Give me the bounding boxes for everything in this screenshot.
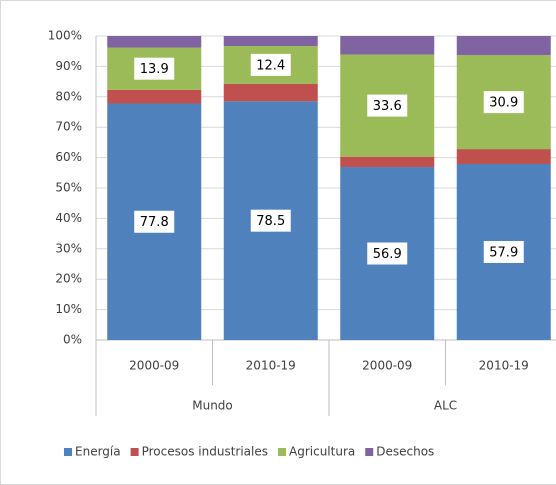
x-tick-label: 2000-09 — [362, 359, 412, 373]
data-label-box — [250, 209, 291, 232]
data-label: 12.4 — [256, 58, 285, 73]
y-tick-label: 80% — [55, 89, 82, 103]
y-tick-label: 0% — [63, 333, 82, 347]
data-label-box — [483, 240, 524, 263]
group-label: ALC — [434, 399, 457, 413]
bar-segment — [456, 149, 551, 164]
group-label: Mundo — [192, 399, 233, 413]
legend-swatch — [130, 448, 139, 456]
bar-segment — [223, 83, 318, 102]
legend-swatch — [278, 448, 286, 456]
data-label-box — [250, 53, 291, 76]
y-tick-label: 30% — [55, 241, 82, 255]
y-tick-label: 70% — [55, 120, 82, 134]
y-tick-label: 20% — [55, 272, 82, 286]
bar-segment — [340, 156, 435, 168]
data-label: 33.6 — [373, 99, 402, 114]
legend-label: Procesos industriales — [142, 445, 268, 459]
y-tick-label: 60% — [55, 150, 82, 164]
data-label-box — [134, 57, 175, 80]
y-tick-label: 40% — [55, 211, 82, 225]
y-tick-label: 100% — [48, 29, 82, 43]
y-tick-label: 50% — [55, 181, 82, 195]
x-tick-label: 2010-19 — [479, 359, 529, 373]
data-label-box — [483, 91, 524, 114]
legend-swatch — [365, 448, 374, 456]
legend-label: Agricultura — [289, 445, 355, 459]
data-label-box — [367, 242, 408, 265]
data-label: 77.8 — [140, 215, 169, 230]
bar-segment — [107, 36, 202, 48]
bar-segment — [223, 36, 318, 47]
bar-segment — [107, 89, 202, 104]
legend-label: Desechos — [376, 445, 434, 459]
data-label: 13.9 — [140, 62, 169, 77]
data-label-box — [134, 210, 175, 233]
y-tick-label: 90% — [55, 59, 82, 73]
legend-swatch — [64, 448, 72, 456]
bar-segment — [456, 36, 551, 56]
data-label: 56.9 — [373, 247, 402, 262]
data-label: 78.5 — [256, 214, 285, 229]
data-label-box — [367, 94, 408, 117]
bar-segment — [340, 36, 435, 55]
legend-label: Energía — [75, 445, 121, 459]
data-label: 30.9 — [489, 96, 518, 111]
x-tick-label: 2000-09 — [129, 359, 179, 373]
y-tick-label: 10% — [55, 302, 82, 316]
data-label: 57.9 — [489, 245, 518, 260]
x-tick-label: 2010-19 — [246, 359, 296, 373]
